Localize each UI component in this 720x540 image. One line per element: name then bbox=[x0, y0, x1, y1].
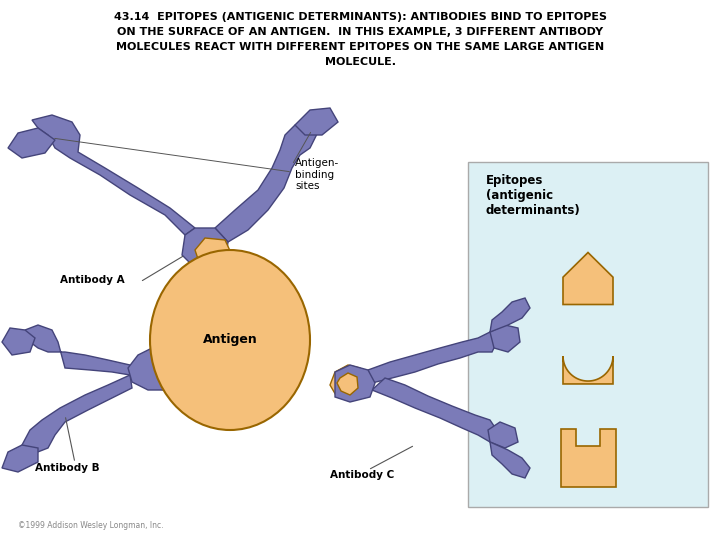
Polygon shape bbox=[195, 238, 232, 275]
Ellipse shape bbox=[150, 250, 310, 430]
Text: MOLECULES REACT WITH DIFFERENT EPITOPES ON THE SAME LARGE ANTIGEN: MOLECULES REACT WITH DIFFERENT EPITOPES … bbox=[116, 42, 604, 52]
Polygon shape bbox=[295, 108, 338, 135]
Polygon shape bbox=[490, 442, 530, 478]
Bar bbox=[468, 162, 708, 507]
Polygon shape bbox=[182, 228, 228, 275]
Polygon shape bbox=[22, 375, 132, 455]
Polygon shape bbox=[490, 325, 520, 352]
Polygon shape bbox=[8, 128, 55, 158]
Polygon shape bbox=[25, 325, 130, 375]
Polygon shape bbox=[560, 429, 616, 487]
Text: Antibody B: Antibody B bbox=[35, 463, 99, 473]
Text: Epitopes
(antigenic
determinants): Epitopes (antigenic determinants) bbox=[486, 174, 581, 217]
Text: Antigen-
binding
sites: Antigen- binding sites bbox=[295, 158, 339, 191]
Polygon shape bbox=[2, 445, 38, 472]
Polygon shape bbox=[330, 365, 365, 400]
Polygon shape bbox=[2, 328, 35, 355]
Polygon shape bbox=[372, 378, 498, 442]
Polygon shape bbox=[563, 356, 613, 384]
Polygon shape bbox=[32, 115, 195, 235]
Text: MOLECULE.: MOLECULE. bbox=[325, 57, 395, 67]
Polygon shape bbox=[140, 348, 172, 390]
Text: Antibody A: Antibody A bbox=[60, 275, 125, 285]
Polygon shape bbox=[490, 298, 530, 332]
Polygon shape bbox=[337, 373, 358, 395]
Polygon shape bbox=[128, 348, 172, 390]
Polygon shape bbox=[335, 365, 375, 402]
Text: ON THE SURFACE OF AN ANTIGEN.  IN THIS EXAMPLE, 3 DIFFERENT ANTIBODY: ON THE SURFACE OF AN ANTIGEN. IN THIS EX… bbox=[117, 27, 603, 37]
Text: 43.14  EPITOPES (ANTIGENIC DETERMINANTS): ANTIBODIES BIND TO EPITOPES: 43.14 EPITOPES (ANTIGENIC DETERMINANTS):… bbox=[114, 12, 606, 22]
Polygon shape bbox=[488, 422, 518, 448]
Polygon shape bbox=[563, 253, 613, 305]
Text: ©1999 Addison Wesley Longman, Inc.: ©1999 Addison Wesley Longman, Inc. bbox=[18, 521, 163, 530]
Text: Antigen: Antigen bbox=[202, 334, 257, 347]
Polygon shape bbox=[215, 120, 318, 242]
Polygon shape bbox=[368, 332, 498, 383]
Text: Antibody C: Antibody C bbox=[330, 470, 395, 480]
